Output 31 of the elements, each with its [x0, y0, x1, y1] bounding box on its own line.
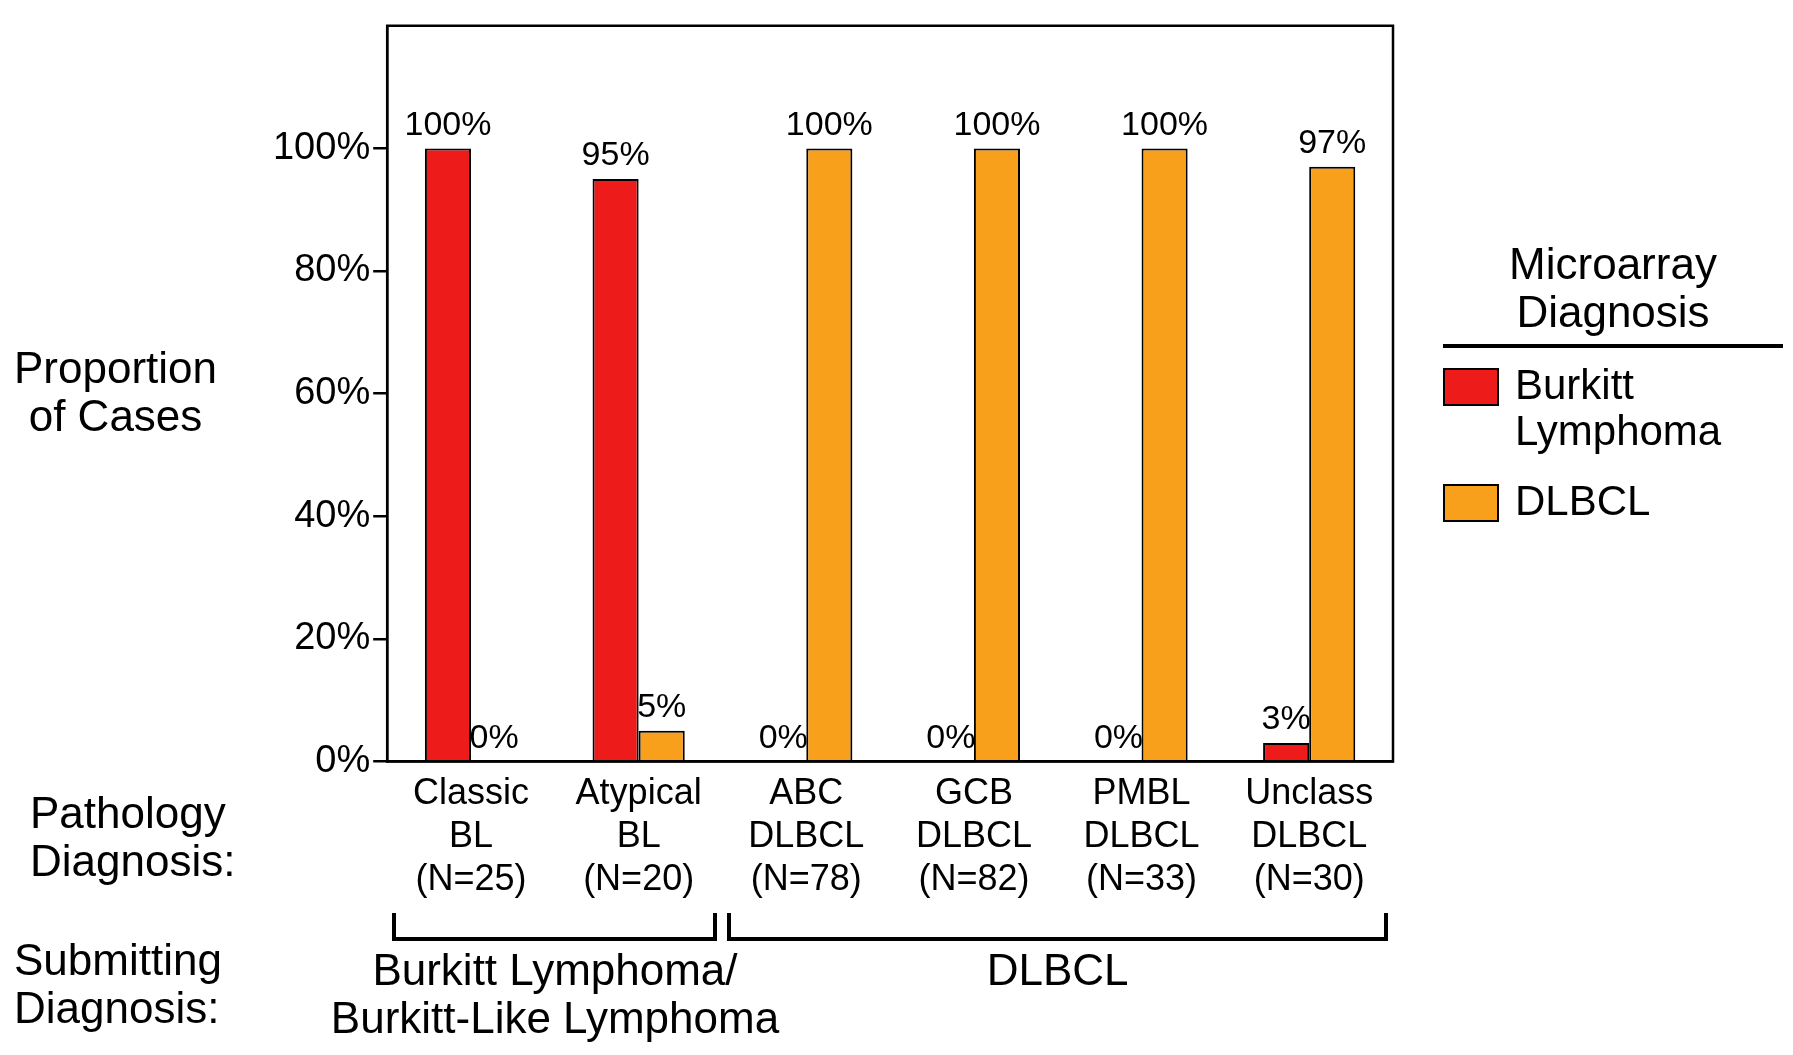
x-tick-label: GCB DLBCL (N=82)	[915, 770, 1032, 899]
y-tick-label: 100%	[272, 124, 371, 167]
data-label: 100%	[953, 103, 1041, 142]
data-label: 5%	[637, 686, 687, 725]
x-tick-label: ABC DLBCL (N=78)	[748, 770, 865, 899]
data-label: 100%	[404, 103, 492, 142]
data-label: 100%	[785, 103, 873, 142]
data-label: 97%	[1298, 122, 1367, 161]
data-label: 0%	[469, 716, 519, 755]
y-tick-label: 40%	[294, 492, 371, 535]
legend-label: DLBCL	[1515, 476, 1651, 524]
y-axis-title: Proportion of Cases	[14, 342, 218, 440]
x-tick-label: Classic BL (N=25)	[413, 770, 530, 899]
x-tick-label: Atypical BL (N=20)	[575, 770, 702, 899]
data-label: 100%	[1121, 103, 1209, 142]
y-tick-label: 80%	[294, 247, 371, 290]
text: Burkitt Lymphoma/ Burkitt-Like Lymphoma	[330, 945, 780, 1043]
legend-title: Microarray Diagnosis	[1443, 238, 1783, 348]
text: Pathology Diagnosis:	[30, 788, 236, 886]
y-tick-label: 60%	[294, 370, 371, 413]
text: Submitting Diagnosis:	[14, 935, 222, 1033]
data-label: 0%	[1093, 716, 1144, 755]
y-tick-label: 0%	[315, 737, 371, 780]
data-label: 0%	[926, 716, 976, 755]
x-tick-label: Unclass DLBCL (N=30)	[1245, 770, 1374, 899]
legend-label: Burkitt Lymphoma	[1515, 360, 1723, 454]
y-tick-label: 20%	[294, 615, 371, 658]
data-label: 95%	[581, 134, 650, 173]
x-tick-label: PMBL DLBCL (N=33)	[1083, 770, 1200, 899]
text: DLBCL	[986, 945, 1129, 995]
data-label: 0%	[758, 716, 808, 755]
